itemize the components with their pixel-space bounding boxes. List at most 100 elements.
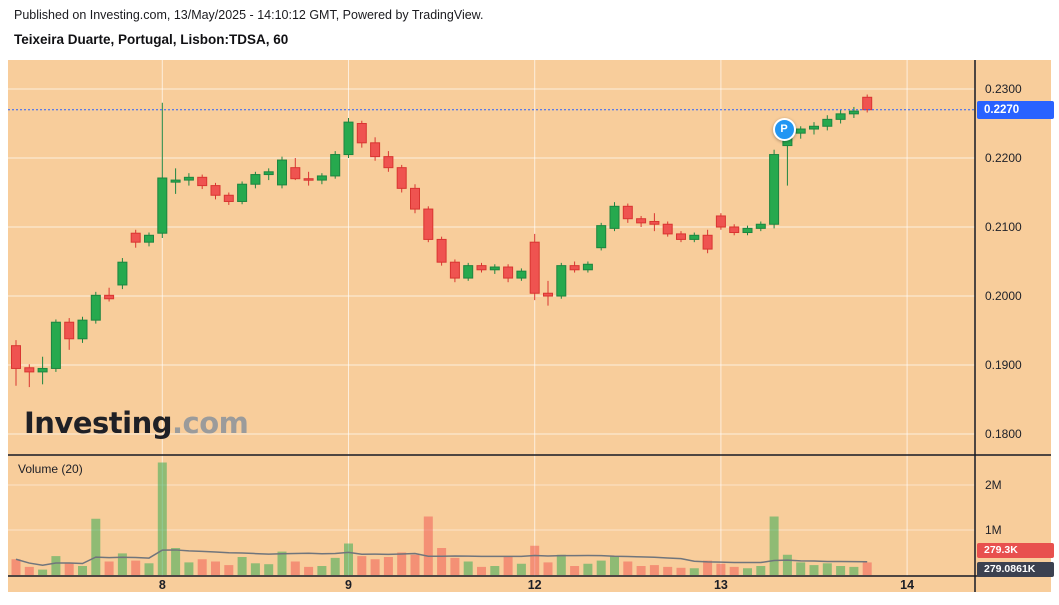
volume-bar bbox=[822, 563, 832, 575]
candle-body bbox=[183, 176, 194, 181]
volume-bar bbox=[304, 566, 314, 575]
candle-body bbox=[77, 319, 88, 340]
candle-body bbox=[383, 156, 394, 169]
last-volume-badge: 279.3K bbox=[977, 543, 1054, 558]
candle-body bbox=[90, 294, 101, 321]
candle-body bbox=[742, 227, 753, 234]
volume-bar bbox=[743, 568, 752, 575]
volume-bar bbox=[849, 566, 859, 575]
candle-body bbox=[410, 187, 420, 210]
volume-bar bbox=[317, 566, 327, 575]
time-axis-label: 9 bbox=[345, 578, 352, 592]
candle-body bbox=[144, 234, 154, 243]
volume-bar bbox=[636, 566, 646, 575]
price-volume-plot[interactable] bbox=[8, 60, 1051, 592]
volume-bar bbox=[24, 566, 34, 575]
volume-bar bbox=[583, 563, 593, 575]
publisher-marker[interactable]: P bbox=[772, 117, 796, 141]
candle-body bbox=[729, 226, 740, 234]
volume-bar bbox=[184, 562, 194, 575]
candle-body bbox=[449, 261, 460, 279]
candle-body bbox=[543, 292, 553, 297]
volume-bar bbox=[344, 543, 353, 575]
volume-bar bbox=[663, 566, 673, 575]
candle-body bbox=[463, 265, 474, 279]
candle-body bbox=[343, 121, 354, 156]
volume-bar bbox=[197, 559, 207, 575]
price-axis-label: 0.2300 bbox=[985, 82, 1022, 96]
volume-bar bbox=[51, 556, 61, 575]
candle-body bbox=[662, 223, 673, 235]
candle-body bbox=[157, 177, 168, 234]
candle-body bbox=[237, 183, 248, 202]
volume-bar bbox=[729, 566, 739, 575]
volume-bar bbox=[11, 559, 21, 575]
volume-bar bbox=[237, 557, 247, 575]
candle-body bbox=[715, 215, 726, 228]
volume-ma-badge: 279.0861K bbox=[977, 562, 1054, 577]
volume-bar bbox=[383, 557, 393, 575]
volume-bar bbox=[623, 561, 633, 575]
candle-body bbox=[636, 218, 647, 224]
price-axis-label: 0.2000 bbox=[985, 289, 1022, 303]
time-axis-label: 13 bbox=[713, 578, 728, 592]
volume-bar bbox=[117, 553, 127, 575]
candle-body bbox=[795, 128, 806, 134]
candle-body bbox=[290, 167, 301, 180]
volume-bar bbox=[769, 516, 779, 575]
candle-body bbox=[223, 194, 234, 202]
volume-bar bbox=[782, 554, 792, 575]
candle-body bbox=[197, 176, 208, 187]
candle-body bbox=[862, 96, 873, 111]
volume-bar bbox=[716, 563, 726, 575]
volume-bar bbox=[530, 545, 540, 575]
candle-body bbox=[689, 234, 700, 240]
volume-bar bbox=[450, 557, 460, 575]
volume-bar bbox=[131, 560, 141, 575]
volume-bar bbox=[610, 556, 619, 575]
candle-body bbox=[596, 225, 607, 249]
candle-body bbox=[649, 220, 660, 225]
volume-bar bbox=[330, 557, 340, 575]
candle-body bbox=[582, 263, 593, 271]
volume-bar bbox=[250, 563, 260, 575]
candle-body bbox=[423, 208, 434, 240]
volume-bar bbox=[397, 552, 407, 575]
volume-bar bbox=[503, 556, 513, 575]
volume-bar bbox=[211, 561, 220, 575]
candle-body bbox=[769, 154, 780, 225]
candle-body bbox=[822, 118, 833, 127]
candle-body bbox=[676, 233, 686, 240]
volume-bar bbox=[370, 559, 380, 575]
price-axis-label: 0.2200 bbox=[985, 151, 1022, 165]
time-axis-label: 14 bbox=[900, 578, 915, 592]
candle-body bbox=[848, 110, 859, 115]
chart-area[interactable]: Investing.com Volume (20) P 0.2270 279.3… bbox=[8, 60, 1054, 592]
candle-body bbox=[250, 174, 261, 185]
candle-body bbox=[569, 265, 580, 271]
candle-body bbox=[104, 294, 115, 300]
candle-body bbox=[529, 241, 540, 294]
time-axis-label: 8 bbox=[158, 578, 166, 592]
volume-bar bbox=[543, 562, 553, 575]
volume-bar bbox=[809, 565, 819, 575]
volume-bar bbox=[862, 562, 872, 575]
volume-bar bbox=[703, 560, 713, 575]
candle-body bbox=[835, 113, 846, 120]
candle-body bbox=[356, 123, 367, 144]
candle-body bbox=[50, 321, 61, 369]
candle-body bbox=[64, 321, 75, 340]
volume-bar bbox=[357, 556, 367, 575]
candle-body bbox=[24, 367, 35, 373]
volume-bar bbox=[104, 561, 114, 575]
volume-bar bbox=[490, 566, 500, 575]
volume-axis-label: 1M bbox=[985, 523, 1002, 537]
volume-bar bbox=[64, 563, 74, 575]
volume-bar bbox=[676, 567, 686, 575]
candle-body bbox=[263, 171, 274, 176]
price-axis-label: 0.1900 bbox=[985, 358, 1022, 372]
candle-body bbox=[37, 367, 48, 373]
symbol-title: Teixeira Duarte, Portugal, Lisbon:TDSA, … bbox=[14, 32, 289, 47]
candle-body bbox=[503, 266, 514, 279]
